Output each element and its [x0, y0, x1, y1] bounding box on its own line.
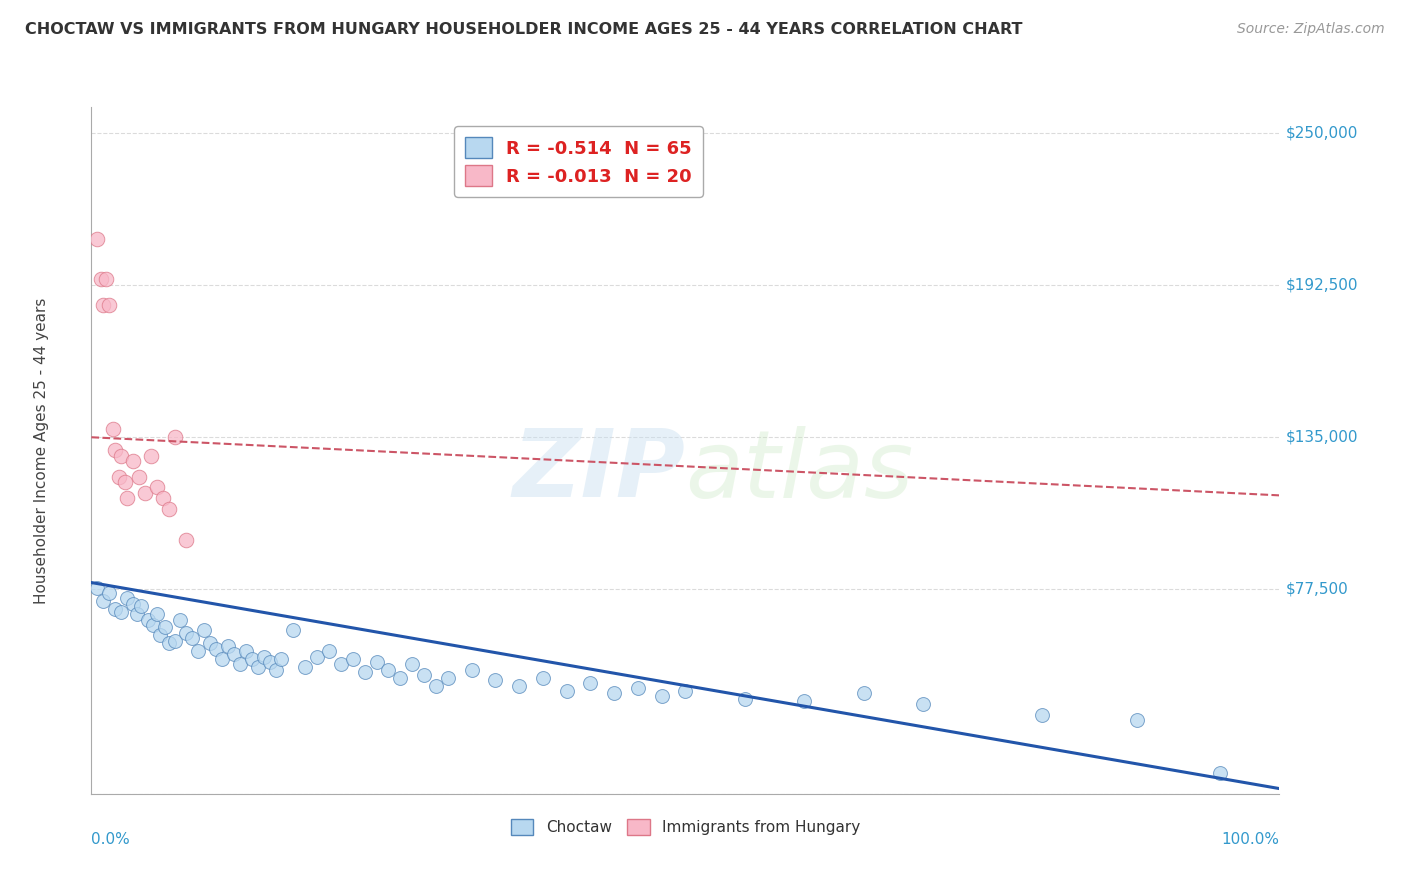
Point — [413, 668, 436, 682]
Point — [366, 655, 388, 669]
Point — [104, 602, 127, 616]
Point — [1209, 765, 1232, 780]
Point — [193, 623, 215, 637]
Point — [134, 485, 156, 500]
Point — [307, 649, 329, 664]
Point — [114, 475, 136, 490]
Point — [94, 271, 117, 285]
Point — [235, 644, 257, 658]
Point — [460, 663, 482, 677]
Point — [579, 676, 602, 690]
Point — [673, 683, 696, 698]
Point — [181, 631, 204, 645]
Point — [145, 607, 167, 622]
Point — [283, 623, 305, 637]
Point — [531, 671, 554, 685]
Point — [734, 691, 756, 706]
Point — [240, 652, 263, 666]
Point — [152, 491, 174, 505]
Point — [259, 655, 281, 669]
Point — [91, 594, 114, 608]
Point — [139, 449, 162, 463]
Point — [86, 581, 108, 595]
Point — [401, 657, 423, 672]
Point — [176, 533, 198, 548]
Legend: R = -0.514  N = 65, R = -0.013  N = 20: R = -0.514 N = 65, R = -0.013 N = 20 — [454, 127, 703, 197]
Point — [246, 660, 269, 674]
Point — [318, 644, 340, 658]
Point — [176, 625, 198, 640]
Point — [377, 663, 399, 677]
Point — [508, 679, 530, 693]
Text: 100.0%: 100.0% — [1222, 831, 1279, 847]
Text: $250,000: $250,000 — [1285, 126, 1358, 141]
Point — [142, 617, 165, 632]
Point — [129, 599, 152, 614]
Point — [555, 683, 578, 698]
Point — [627, 681, 650, 696]
Point — [110, 605, 132, 619]
Point — [222, 647, 245, 661]
Point — [110, 449, 132, 463]
Point — [217, 639, 239, 653]
Point — [329, 657, 352, 672]
Point — [86, 232, 108, 246]
Text: CHOCTAW VS IMMIGRANTS FROM HUNGARY HOUSEHOLDER INCOME AGES 25 - 44 YEARS CORRELA: CHOCTAW VS IMMIGRANTS FROM HUNGARY HOUSE… — [25, 22, 1022, 37]
Point — [651, 689, 673, 703]
Text: $192,500: $192,500 — [1285, 277, 1358, 293]
Point — [157, 501, 180, 516]
Point — [122, 597, 145, 611]
Point — [169, 613, 191, 627]
Point — [436, 671, 458, 685]
Point — [153, 620, 176, 634]
Point — [342, 652, 364, 666]
Point — [145, 480, 167, 494]
Point — [253, 649, 276, 664]
Text: atlas: atlas — [685, 425, 914, 516]
Point — [163, 430, 186, 444]
Point — [603, 686, 626, 700]
Point — [211, 652, 233, 666]
Point — [115, 491, 138, 505]
Text: Source: ZipAtlas.com: Source: ZipAtlas.com — [1237, 22, 1385, 37]
Point — [484, 673, 506, 688]
Point — [98, 298, 121, 312]
Point — [98, 586, 121, 600]
Point — [128, 470, 150, 484]
Point — [353, 665, 375, 680]
Point — [91, 298, 114, 312]
Point — [1031, 707, 1053, 722]
Point — [187, 644, 209, 658]
Point — [125, 607, 148, 622]
Point — [107, 470, 129, 484]
Point — [90, 271, 112, 285]
Point — [852, 686, 875, 700]
Point — [911, 697, 934, 711]
Point — [425, 679, 447, 693]
Point — [104, 443, 127, 458]
Point — [264, 663, 287, 677]
Point — [1126, 713, 1149, 727]
Text: 0.0%: 0.0% — [91, 831, 131, 847]
Point — [149, 628, 172, 642]
Text: ZIP: ZIP — [513, 425, 685, 517]
Point — [270, 652, 292, 666]
Point — [122, 454, 145, 468]
Text: Householder Income Ages 25 - 44 years: Householder Income Ages 25 - 44 years — [34, 297, 49, 604]
Point — [200, 636, 222, 650]
Point — [793, 694, 815, 708]
Point — [101, 422, 124, 436]
Point — [138, 613, 160, 627]
Point — [229, 657, 252, 672]
Point — [115, 591, 138, 606]
Point — [163, 633, 186, 648]
Point — [294, 660, 316, 674]
Text: $77,500: $77,500 — [1285, 582, 1348, 597]
Point — [389, 671, 412, 685]
Point — [205, 641, 228, 656]
Point — [157, 636, 180, 650]
Text: $135,000: $135,000 — [1285, 430, 1358, 445]
